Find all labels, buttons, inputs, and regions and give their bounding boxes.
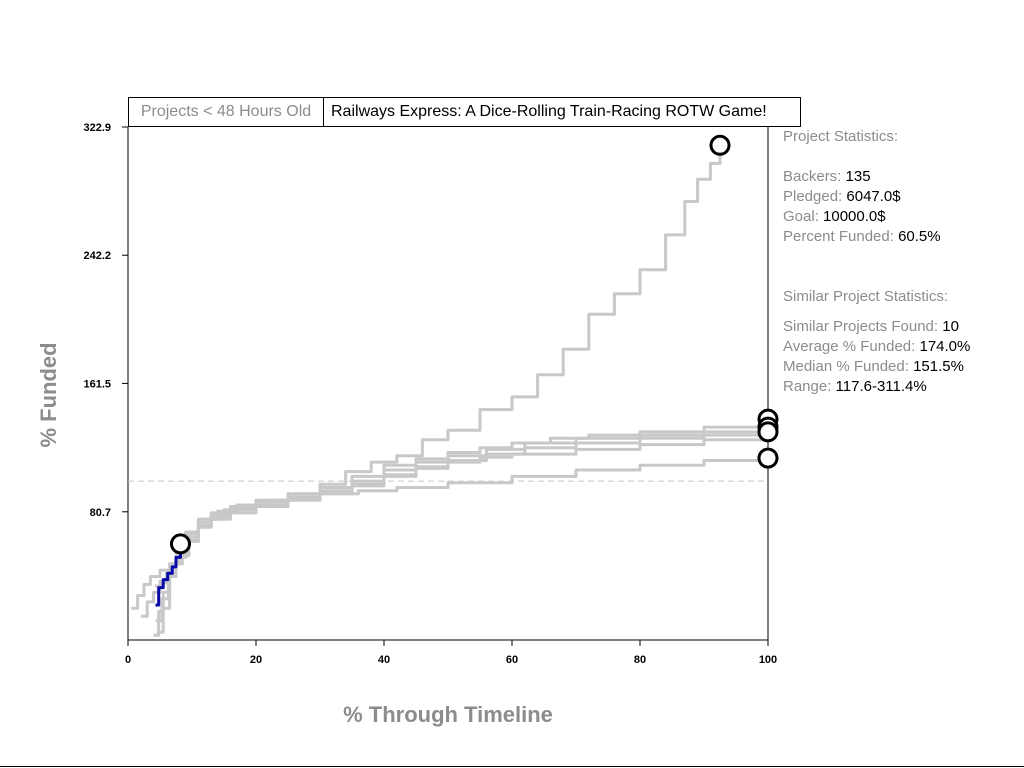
x-axis-title: % Through Timeline [343, 702, 553, 727]
stat-value: 135 [845, 168, 871, 185]
stat-label: Percent Funded: [783, 228, 894, 245]
similar-project-statistics: Similar Project Statistics: Similar Proj… [783, 287, 970, 397]
stat-backers: Backers: 135 [783, 167, 941, 187]
stat-label: Pledged: [783, 188, 843, 205]
stat-pledged: Pledged: 6047.0$ [783, 187, 941, 207]
x-tick-label: 20 [250, 654, 262, 666]
similar-project-line [154, 145, 722, 588]
stat-value: 151.5% [913, 358, 964, 375]
stat-similar-found: Similar Projects Found: 10 [783, 317, 970, 337]
similar-project-line [156, 419, 770, 634]
stat-percent-funded: Percent Funded: 60.5% [783, 227, 941, 247]
endpoint-marker [709, 134, 731, 156]
endpoint-marker [757, 447, 779, 469]
current-project-line [155, 543, 182, 607]
stat-label: Range: [783, 378, 832, 395]
project-title: Railways Express: A Dice-Rolling Train-R… [323, 97, 801, 127]
stat-median-funded: Median % Funded: 151.5% [783, 357, 970, 377]
endpoint-markers [169, 134, 779, 555]
stat-label: Goal: [783, 208, 819, 225]
x-ticks: 0 20 40 60 80 100 [125, 640, 777, 666]
similar-project-line [140, 430, 770, 618]
y-axis-title: % Funded [36, 342, 61, 447]
x-tick-label: 0 [125, 654, 131, 666]
x-tick-label: 80 [634, 654, 646, 666]
stat-range: Range: 117.6-311.4% [783, 377, 970, 397]
stat-value: 174.0% [919, 338, 971, 355]
stat-label: Backers: [783, 168, 842, 185]
stat-average-funded: Average % Funded: 174.0% [783, 337, 970, 357]
stat-value: 6047.0$ [846, 188, 901, 205]
x-tick-label: 100 [759, 654, 777, 666]
y-tick-label: 242.2 [83, 250, 111, 262]
similar-statistics-heading: Similar Project Statistics: [783, 288, 949, 305]
x-tick-label: 60 [506, 654, 518, 666]
bottom-divider [0, 766, 1024, 767]
stat-value: 10 [942, 318, 959, 335]
stat-label: Median % Funded: [783, 358, 909, 375]
stat-value: 60.5% [898, 228, 941, 245]
y-ticks: 80.7 161.5 242.2 322.9 [83, 122, 128, 519]
x-tick-label: 40 [378, 654, 390, 666]
y-tick-label: 322.9 [83, 122, 111, 134]
stat-value: 10000.0$ [823, 208, 886, 225]
y-tick-label: 80.7 [90, 507, 111, 519]
endpoint-marker [169, 533, 191, 555]
stat-label: Average % Funded: [783, 338, 916, 355]
projects-age-tag: Projects < 48 Hours Old [128, 97, 324, 127]
project-statistics-heading: Project Statistics: [783, 128, 899, 145]
stat-label: Similar Projects Found: [783, 318, 939, 335]
similar-project-line [155, 427, 770, 623]
stat-value: 117.6-311.4% [835, 378, 927, 395]
similar-project-line [153, 458, 770, 637]
y-tick-label: 161.5 [83, 378, 111, 390]
endpoint-marker [757, 421, 779, 443]
series-layer [131, 145, 770, 637]
project-statistics: Project Statistics: Backers: 135 Pledged… [783, 127, 941, 247]
stat-goal: Goal: 10000.0$ [783, 207, 941, 227]
